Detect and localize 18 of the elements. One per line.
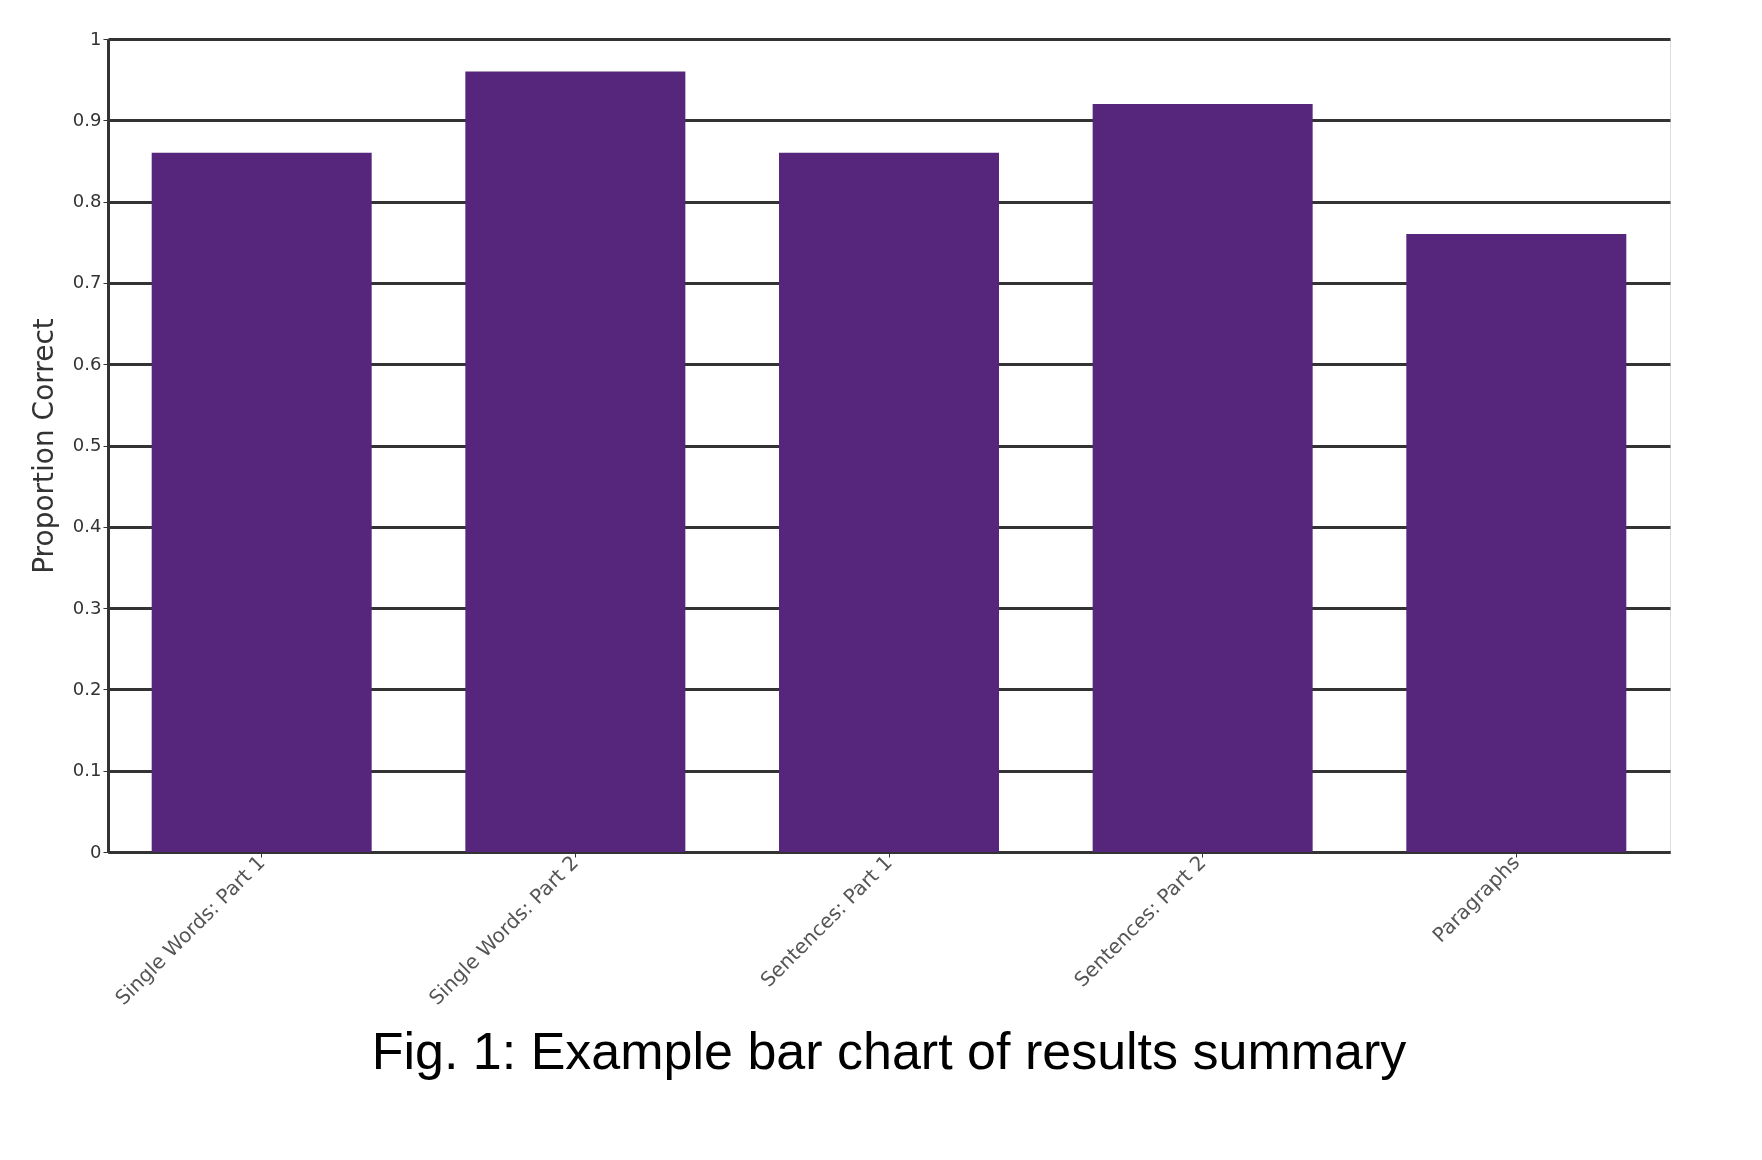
y-tick-label: 0.4 xyxy=(72,515,102,537)
y-tick-label: 0.9 xyxy=(72,108,102,130)
bar xyxy=(1406,234,1627,852)
bar xyxy=(779,152,999,852)
y-tick-label: 0.2 xyxy=(72,677,102,699)
y-tick-label: 0.1 xyxy=(72,759,102,781)
bar xyxy=(151,152,372,852)
bar xyxy=(465,71,686,852)
y-tick-label: 0 xyxy=(90,840,102,862)
caption: Fig. 1: Example bar chart of results summary xyxy=(371,1022,1407,1081)
y-tick-label: 0.3 xyxy=(72,596,102,618)
y-tick-label: 0.6 xyxy=(72,352,102,374)
y-tick-label: 0.5 xyxy=(72,434,102,455)
y-tick-label: 0.7 xyxy=(72,271,102,293)
y-tick-label: 1 xyxy=(90,27,102,49)
bar xyxy=(1092,104,1313,852)
y-tick-label: 0.8 xyxy=(72,190,102,212)
y-axis-title: Proportion Correct xyxy=(26,318,60,574)
